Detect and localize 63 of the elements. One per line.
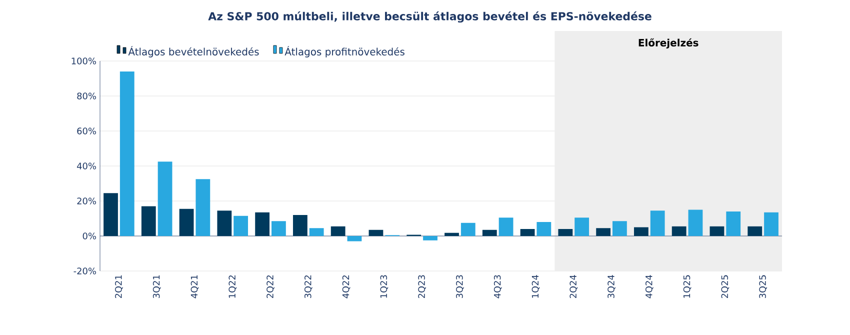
bar	[423, 236, 438, 240]
x-tick-label: 1Q23	[380, 275, 388, 298]
bar	[672, 226, 686, 236]
bar	[347, 236, 362, 242]
bar	[179, 208, 194, 236]
x-tick-label: 2Q25	[721, 275, 730, 298]
x-tick-label: 4Q23	[494, 275, 502, 298]
y-tick-label: 40%	[76, 162, 96, 170]
bar	[536, 222, 552, 236]
x-tick-label: 4Q22	[342, 275, 350, 298]
y-tick-label: -20%	[74, 268, 96, 274]
bar	[482, 230, 497, 236]
x-tick-label: 4Q21	[190, 275, 199, 298]
bar	[574, 218, 590, 236]
bar	[234, 216, 248, 236]
bar	[710, 226, 724, 236]
bar	[460, 222, 476, 236]
bar	[764, 212, 778, 236]
bar	[255, 212, 270, 236]
bar	[104, 193, 118, 236]
bar	[141, 206, 156, 236]
x-tick-label: 3Q23	[456, 275, 464, 298]
bar	[634, 227, 648, 236]
x-tick-label: 2Q24	[570, 275, 578, 298]
x-tick-label: 3Q25	[759, 275, 767, 298]
bar	[272, 221, 286, 236]
x-tick-label: 1Q22	[228, 275, 237, 298]
x-tick-label: 1Q25	[683, 275, 692, 298]
y-tick-label: 100%	[72, 58, 96, 64]
y-tick-label: 20%	[77, 198, 96, 204]
bar	[688, 210, 703, 236]
bar	[158, 162, 172, 236]
bar	[120, 71, 134, 236]
x-tick-label: 2Q23	[418, 275, 426, 298]
bar	[498, 218, 514, 236]
legend-label: Átlagos bevételnövekedés	[128, 46, 259, 58]
bar	[558, 229, 573, 236]
bar	[196, 179, 210, 236]
bar	[748, 226, 762, 236]
bar	[292, 215, 308, 236]
legend-label: Átlagos profitnövekedés	[284, 46, 404, 58]
x-tick-label: 4Q24	[645, 275, 654, 298]
bar	[596, 228, 611, 236]
x-tick-label: 1Q24	[532, 275, 540, 298]
bar	[520, 229, 535, 236]
x-tick-label: 3Q22	[304, 275, 312, 298]
bar	[330, 226, 346, 236]
bar	[612, 221, 627, 236]
x-tick-label: 3Q21	[152, 275, 161, 298]
x-tick-label: 3Q24	[608, 275, 616, 298]
x-tick-label: 2Q21	[115, 275, 123, 298]
chart-title: Az S&P 500 múltbeli, illetve becsült átlagos bevétel és EPS-növekedése	[208, 11, 652, 23]
y-tick-label: 60%	[77, 128, 96, 134]
y-tick-label: 0%	[82, 232, 96, 240]
bar	[726, 212, 741, 236]
x-tick-label: 2Q22	[266, 275, 274, 298]
bar	[217, 210, 232, 236]
bar	[444, 232, 459, 236]
bar	[650, 210, 665, 236]
bar	[368, 230, 384, 236]
band-label: Előrejelzés	[638, 38, 698, 48]
y-tick-label: 80%	[77, 92, 96, 100]
bar	[309, 228, 324, 236]
